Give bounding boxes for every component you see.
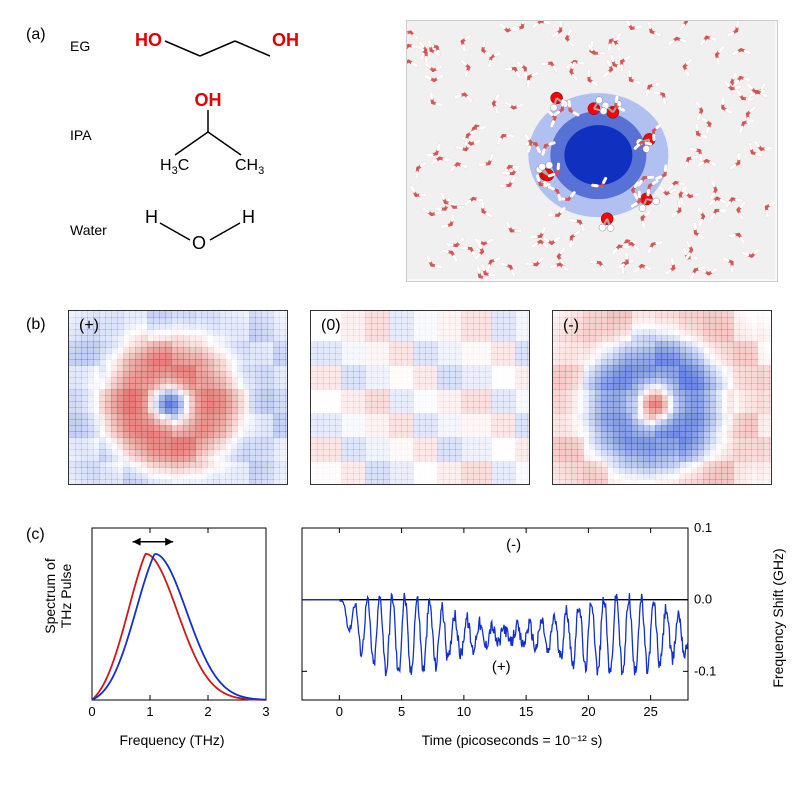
svg-text:0: 0 bbox=[336, 704, 343, 719]
h-label: H bbox=[145, 207, 158, 227]
svg-text:(-): (-) bbox=[506, 537, 521, 554]
ipa-structure: OH H3C CH3 bbox=[130, 90, 310, 180]
svg-text:10: 10 bbox=[457, 704, 471, 719]
svg-text:0.0: 0.0 bbox=[694, 592, 712, 607]
timeseries-plot: 0 5 10 15 20 25 -0.1 0.0 0.1 (-) (+) bbox=[292, 520, 732, 730]
mol-row-water: Water H O H bbox=[70, 205, 280, 255]
panel-b: (+) (0) (-) bbox=[20, 310, 778, 500]
spectrum-ylabel: Spectrum of THz Pulse bbox=[42, 516, 74, 676]
timeseries-ylabel-wrap: Frequency Shift (GHz) bbox=[768, 520, 788, 710]
mol-name: Water bbox=[70, 222, 130, 238]
spectrum-ylabel-wrap: Spectrum of THz Pulse bbox=[48, 520, 68, 710]
md-simulation-box bbox=[406, 20, 778, 282]
heatmap-plus: (+) bbox=[68, 310, 288, 485]
heatmap-tag: (0) bbox=[321, 317, 341, 335]
svg-text:20: 20 bbox=[581, 704, 595, 719]
mol-row-eg: EG HO OH bbox=[70, 26, 320, 66]
spectrum-plot: 0 1 2 3 bbox=[72, 520, 272, 730]
panel-a: EG HO OH IPA OH H3C CH3 Water bbox=[20, 20, 778, 290]
svg-text:0: 0 bbox=[88, 704, 95, 719]
timeseries-ylabel: Frequency Shift (GHz) bbox=[770, 523, 786, 713]
eg-structure: HO OH bbox=[130, 26, 320, 66]
ch3-label: H3C bbox=[160, 157, 189, 177]
svg-text:-0.1: -0.1 bbox=[694, 663, 716, 678]
water-structure: H O H bbox=[130, 205, 280, 255]
panel-c: Spectrum of THz Pulse 0 1 2 3 Frequency (TH… bbox=[20, 520, 778, 770]
oh-label: OH bbox=[195, 90, 222, 110]
h-label: H bbox=[242, 207, 255, 227]
figure-root: (a) EG HO OH IPA OH H3C CH3 bbox=[20, 20, 778, 780]
heatmap-tag: (+) bbox=[79, 317, 99, 335]
svg-text:(+): (+) bbox=[492, 658, 511, 675]
spectrum-xlabel: Frequency (THz) bbox=[72, 732, 272, 748]
svg-text:25: 25 bbox=[643, 704, 657, 719]
heatmap-minus: (-) bbox=[552, 310, 772, 485]
ch3-label: CH3 bbox=[235, 157, 264, 177]
svg-text:15: 15 bbox=[519, 704, 533, 719]
timeseries-xlabel: Time (picoseconds = 10⁻¹² s) bbox=[292, 732, 732, 749]
heatmap-tag: (-) bbox=[563, 317, 579, 335]
oh-label: OH bbox=[272, 30, 299, 50]
svg-text:3: 3 bbox=[262, 704, 269, 719]
mol-name: EG bbox=[70, 38, 130, 54]
o-label: O bbox=[192, 233, 206, 253]
oh-label: HO bbox=[135, 30, 162, 50]
heatmap-zero: (0) bbox=[310, 310, 530, 485]
md-render-svg bbox=[407, 21, 775, 279]
svg-text:2: 2 bbox=[204, 704, 211, 719]
svg-text:0.1: 0.1 bbox=[694, 520, 712, 535]
mol-name: IPA bbox=[70, 127, 130, 143]
svg-text:5: 5 bbox=[398, 704, 405, 719]
svg-text:1: 1 bbox=[146, 704, 153, 719]
mol-row-ipa: IPA OH H3C CH3 bbox=[70, 90, 310, 180]
